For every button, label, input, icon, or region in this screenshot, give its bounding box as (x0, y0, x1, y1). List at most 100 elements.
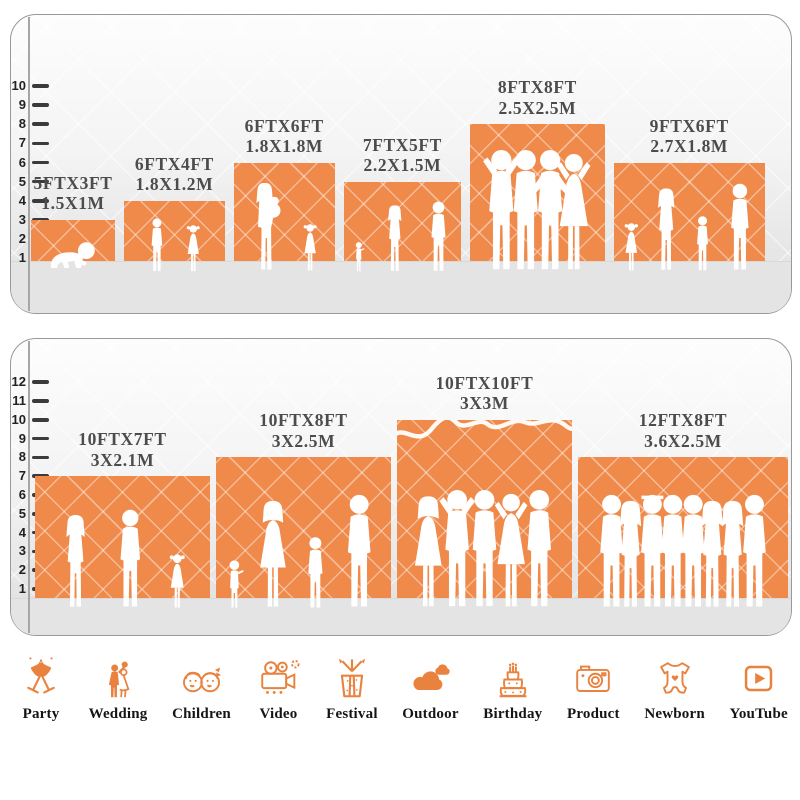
ruler-tick-label: 8 (18, 449, 26, 465)
size-meters: 2.5X2.5M (498, 97, 577, 118)
ruler-tick-label: 5 (18, 505, 26, 521)
ruler-tick-label: 5 (18, 173, 26, 189)
ruler-tick (32, 417, 49, 422)
category-outdoor: Outdoor (402, 656, 458, 723)
ruler-tick-label: 2 (18, 230, 26, 246)
youtube-icon (744, 665, 772, 692)
size-meters: 2.7X1.8M (650, 136, 729, 157)
size-meters: 3.6X2.5M (644, 431, 722, 452)
script-watermark (397, 419, 572, 439)
ruler-tick (32, 436, 49, 441)
backdrop-size-label: 9FTX6FT 2.7X1.8M (650, 116, 729, 157)
size-feet: 9FTX6FT (649, 115, 729, 136)
size-feet: 10FTX7FT (78, 429, 167, 450)
quilt-pattern (216, 457, 391, 598)
backdrop-9ftx6ft (613, 162, 765, 261)
category-label: Party (22, 706, 60, 722)
size-feet: 5FTX3FT (33, 172, 113, 193)
ruler-tick-label: 4 (18, 524, 26, 540)
festival-icon (338, 658, 365, 698)
ruler-tick (32, 141, 49, 146)
ruler-tick (32, 179, 49, 184)
video-icon (260, 659, 300, 694)
ruler-tick-label: 3 (18, 211, 26, 227)
ruler-tick-label: 6 (18, 487, 26, 502)
category-row: Party Wedding Children Video Festival Ou… (18, 656, 788, 723)
size-meters: 3X2.1M (90, 449, 155, 470)
ruler-tick-label: 2 (18, 562, 26, 578)
backdrop-size-label: 10FTX8FT 3X2.5M (259, 410, 347, 451)
backdrop-5ftx3ft (31, 219, 115, 261)
category-product: Product (567, 656, 620, 723)
category-party: Party (18, 656, 64, 723)
ruler-line (28, 341, 30, 633)
quilt-pattern (578, 457, 788, 598)
ruler-tick (32, 399, 49, 403)
ruler-tick-label: 7 (18, 135, 26, 151)
children-icon (182, 667, 221, 693)
size-feet: 10FTX8FT (259, 410, 348, 431)
ruler-tick (32, 198, 49, 203)
category-label: Newborn (644, 706, 705, 722)
quilt-pattern (470, 124, 605, 261)
ruler-tick-label: 12 (11, 374, 26, 390)
backdrop-size-label: 8FTX8FT 2.5X2.5M (498, 77, 577, 118)
category-label: YouTube (729, 706, 788, 722)
outdoor-icon (413, 664, 451, 691)
size-meters: 1.8X1.2M (135, 174, 214, 195)
backdrop-10ftx10ft (397, 419, 572, 598)
ruler-tick-label: 3 (18, 543, 26, 559)
backdrop-size-label: 7FTX5FT 2.2X1.5M (363, 135, 442, 176)
size-feet: 8FTX8FT (497, 77, 577, 98)
ruler-tick (32, 84, 49, 88)
size-feet: 7FTX5FT (362, 134, 442, 155)
quilt-pattern (233, 162, 335, 261)
backdrop-size-label: 10FTX10FT 3X3M (436, 373, 534, 414)
backdrop-size-label: 10FTX7FT 3X2.1M (78, 429, 166, 470)
ruler-tick (32, 122, 49, 127)
ruler-tick (32, 103, 49, 108)
category-label: Birthday (483, 706, 543, 722)
ruler-line (28, 17, 30, 311)
large-backdrops-panel: 12 11 10 9 8 7 6 5 4 3 2 1 10FTX7FT 3X2.1M 10FTX8FT 3X2… (10, 338, 792, 636)
backdrop-size-label: 6FTX4FT 1.8X1.2M (135, 154, 214, 195)
ruler-tick (32, 160, 49, 165)
size-meters: 3X3M (459, 393, 510, 414)
ruler-tick-label: 4 (18, 192, 26, 208)
category-label: Children (172, 706, 231, 722)
ruler-tick-label: 10 (11, 78, 26, 94)
backdrop-6ftx6ft (233, 162, 335, 261)
quilt-pattern (35, 476, 210, 598)
ruler-tick (32, 217, 49, 222)
newborn-icon (659, 662, 690, 694)
size-meters: 1.5X1M (41, 193, 105, 214)
floor (11, 598, 791, 635)
birthday-icon (499, 662, 527, 698)
size-feet: 6FTX4FT (134, 153, 214, 174)
category-label: Wedding (88, 706, 148, 722)
quilt-pattern (397, 419, 572, 598)
product-icon (576, 665, 611, 692)
category-label: Outdoor (402, 706, 459, 722)
category-children: Children (172, 656, 231, 723)
category-label: Video (259, 706, 298, 722)
ruler-tick (32, 380, 49, 385)
category-wedding: Wedding (89, 656, 148, 723)
floor (11, 261, 791, 313)
size-meters: 3X2.5M (271, 431, 336, 452)
backdrop-size-label: 6FTX6FT 1.8X1.8M (245, 116, 324, 157)
party-icon (27, 657, 55, 694)
quilt-pattern (613, 162, 765, 261)
ruler-tick-label: 11 (12, 393, 26, 408)
size-feet: 12FTX8FT (638, 410, 728, 431)
small-backdrops-panel: 10 9 8 7 6 5 4 3 2 1 5FTX3FT 1.5X1M 6FTX4FT 1.8X1.2M 6… (10, 14, 792, 314)
backdrop-8ftx8ft (470, 124, 605, 261)
category-youtube: YouTube (729, 656, 788, 723)
size-meters: 2.2X1.5M (363, 155, 442, 176)
backdrop-12ftx8ft (578, 457, 788, 598)
category-birthday: Birthday (483, 656, 542, 723)
backdrop-size-label: 5FTX3FT 1.5X1M (33, 173, 112, 214)
backdrop-7ftx5ft (343, 181, 462, 261)
backdrop-10ftx7ft (35, 476, 210, 598)
